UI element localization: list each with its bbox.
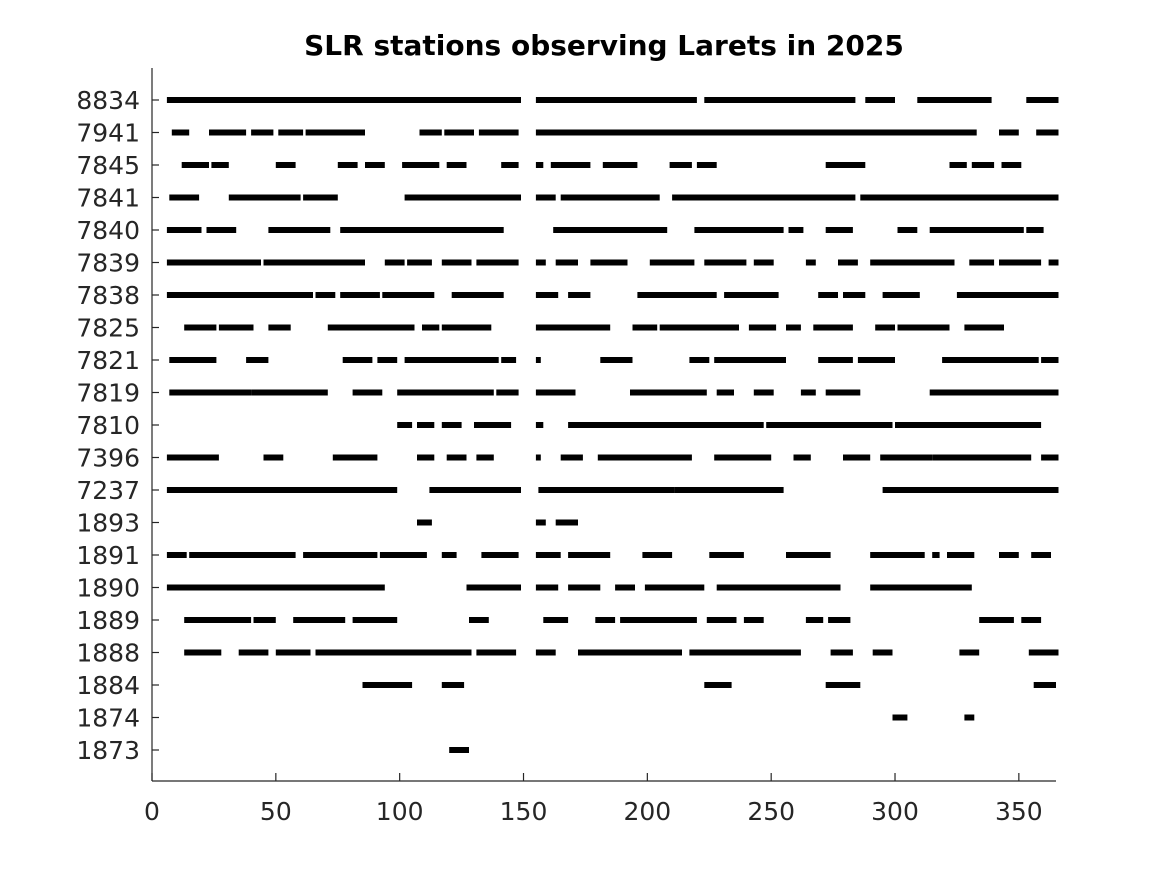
y-tick-label: 1889 [76,606,140,635]
x-axis-ticks: 0 50 100 150 200 250 300 350 [144,773,1043,826]
y-tick-label: 7845 [76,151,140,180]
y-tick-label: 1893 [76,509,140,538]
x-tick-label: 100 [376,797,424,826]
y-tick-label: 8834 [76,86,140,115]
x-tick-label: 200 [623,797,671,826]
y-tick-label: 7838 [76,281,140,310]
observation-segments [166,97,1059,753]
y-tick-label: 1874 [76,704,140,733]
y-axis-ticks: 8834 7941 7845 7841 7840 7839 7838 7825 7821 7819… [76,86,159,765]
y-tick-label: 7821 [76,346,140,375]
y-tick-label: 7237 [76,476,140,505]
y-tick-label: 7825 [76,314,140,343]
y-tick-label: 1884 [76,671,140,700]
y-tick-label: 7840 [76,216,140,245]
y-tick-label: 7810 [76,411,140,440]
y-tick-label: 7819 [76,379,140,408]
x-tick-label: 250 [747,797,795,826]
y-tick-label: 1873 [76,736,140,765]
y-tick-label: 7839 [76,249,140,278]
y-tick-label: 7396 [76,444,140,473]
x-tick-label: 0 [144,797,160,826]
y-tick-label: 1888 [76,639,140,668]
y-tick-label: 7941 [76,119,140,148]
y-tick-label: 1891 [76,541,140,570]
y-tick-label: 1890 [76,574,140,603]
x-tick-label: 150 [500,797,548,826]
x-tick-label: 50 [260,797,292,826]
x-tick-label: 300 [871,797,919,826]
x-tick-label: 350 [995,797,1043,826]
chart-title: SLR stations observing Larets in 2025 [304,29,904,62]
y-tick-label: 7841 [76,184,140,213]
